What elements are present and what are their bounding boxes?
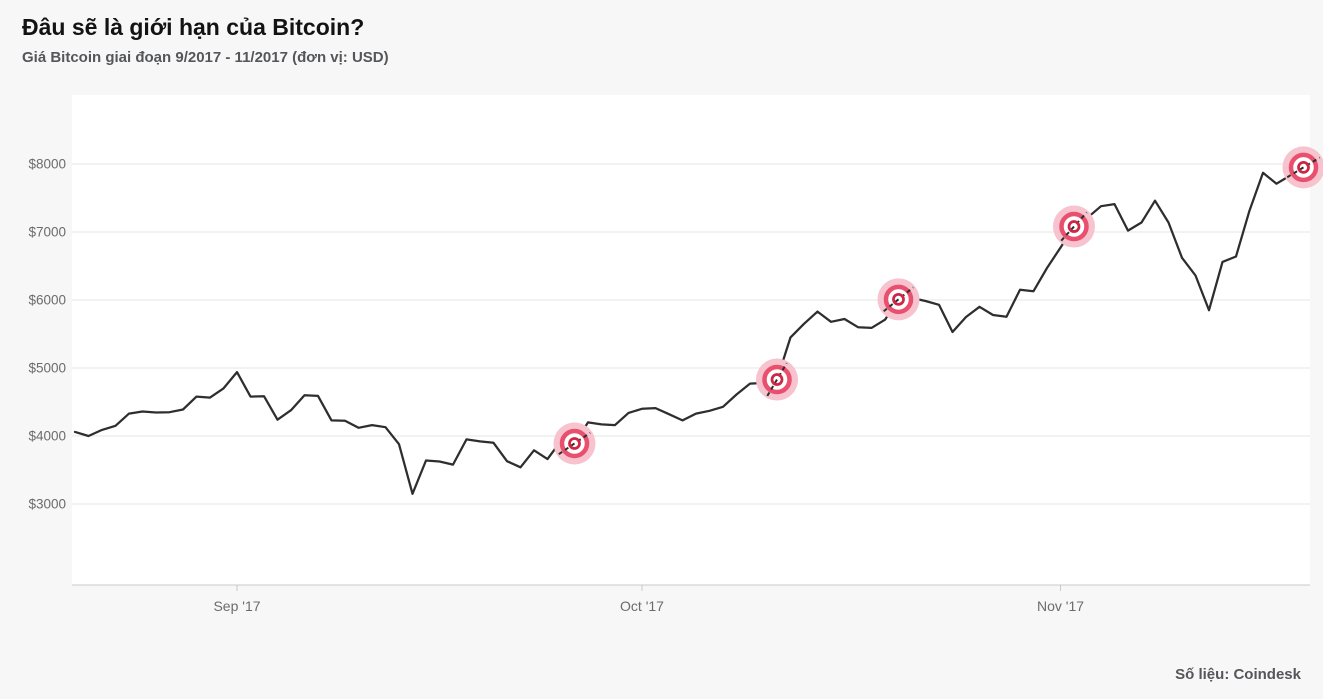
milestone-marker <box>756 358 798 401</box>
milestone-marker <box>1282 146 1323 189</box>
marker-dashed-line <box>1286 156 1321 179</box>
milestone-marker <box>553 422 596 465</box>
chart-header: Đâu sẽ là giới hạn của Bitcoin? Giá Bitc… <box>22 14 389 66</box>
marker-dashed-line <box>766 362 788 397</box>
marker-dashed-line <box>1060 211 1088 242</box>
plot-area <box>72 95 1310 585</box>
x-tick-label: Sep '17 <box>213 598 260 614</box>
y-tick-label: $4000 <box>28 429 66 444</box>
marker-center-ring <box>1297 161 1310 174</box>
data-source: Số liệu: Coindesk <box>1175 666 1301 683</box>
y-tick-label: $6000 <box>28 293 66 308</box>
page-title: Đâu sẽ là giới hạn của Bitcoin? <box>22 14 365 40</box>
milestone-marker <box>877 278 920 321</box>
page-subtitle: Giá Bitcoin giai đoạn 9/2017 - 11/2017 (… <box>22 48 389 66</box>
y-tick-label: $5000 <box>28 361 66 376</box>
x-tick-label: Oct '17 <box>620 598 664 614</box>
y-tick-label: $7000 <box>28 225 66 240</box>
price-line <box>73 166 1305 495</box>
marker-center-ring <box>568 437 581 450</box>
x-tick-label: Nov '17 <box>1037 598 1084 614</box>
marker-dashed-line <box>558 431 591 455</box>
milestone-marker <box>1053 205 1095 248</box>
marker-center-ring <box>770 373 784 386</box>
marker-center-ring <box>892 292 905 306</box>
marker-dashed-line <box>883 286 914 313</box>
y-tick-label: $3000 <box>28 497 66 512</box>
marker-center-ring <box>1067 220 1081 233</box>
y-tick-label: $8000 <box>28 157 66 172</box>
